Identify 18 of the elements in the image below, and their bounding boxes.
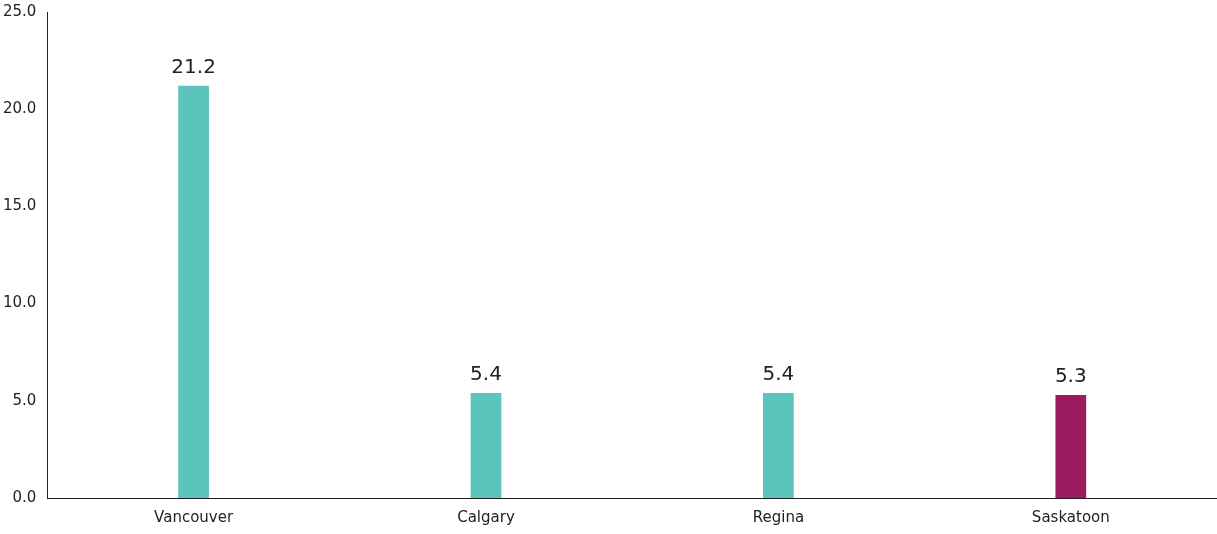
bar (763, 393, 794, 498)
y-tick-label: 5.0 (12, 390, 37, 409)
x-tick-label: Regina (752, 507, 805, 526)
x-tick-label: Vancouver (154, 507, 234, 526)
bar (470, 393, 502, 498)
data-label: 5.4 (762, 361, 795, 386)
y-tick-label: 20.0 (2, 99, 37, 118)
data-label: 21.2 (171, 54, 216, 79)
bar (1055, 394, 1087, 498)
x-tick-label: Calgary (457, 507, 515, 526)
data-label: 5.3 (1054, 363, 1087, 388)
y-tick-label: 0.0 (12, 487, 37, 506)
y-tick-label: 10.0 (2, 293, 37, 312)
y-tick-label: 15.0 (2, 196, 37, 215)
data-label: 5.4 (470, 361, 502, 386)
y-tick-label: 25.0 (2, 1, 37, 20)
bar (178, 85, 209, 498)
x-tick-label: Saskatoon (1031, 507, 1110, 526)
